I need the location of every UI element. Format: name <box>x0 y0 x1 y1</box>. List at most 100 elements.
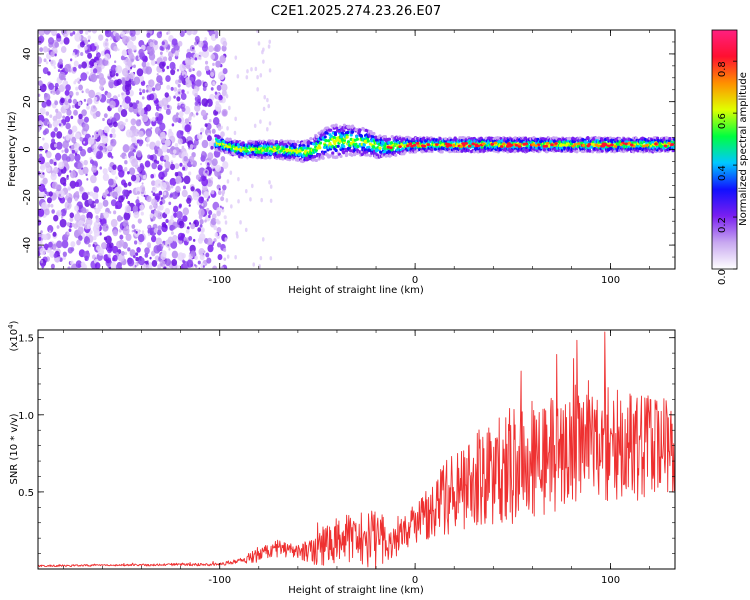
noise-speckle <box>235 231 239 236</box>
band-peak <box>594 143 599 147</box>
noise-speckle <box>196 70 202 77</box>
noise-speckle <box>93 144 97 149</box>
noise-speckle <box>52 115 58 122</box>
noise-speckle <box>127 171 130 175</box>
band-cell <box>427 149 431 153</box>
snr-y-tick-label: 1.0 <box>18 411 34 422</box>
noise-speckle <box>221 189 226 195</box>
noise-speckle <box>116 215 123 222</box>
noise-speckle <box>66 156 71 162</box>
noise-speckle <box>96 245 101 251</box>
noise-speckle <box>83 159 88 166</box>
noise-speckle <box>72 66 77 72</box>
band-cell <box>379 150 383 154</box>
noise-speckle <box>137 234 145 243</box>
noise-speckle <box>207 30 211 33</box>
noise-speckle <box>47 247 51 252</box>
noise-speckle <box>42 177 48 185</box>
band-cell <box>277 145 281 149</box>
noise-speckle <box>38 156 46 165</box>
noise-speckle <box>169 163 176 171</box>
noise-speckle <box>215 218 220 223</box>
noise-speckle <box>163 191 167 196</box>
noise-speckle <box>177 224 180 228</box>
snr-x-tick-label: 0 <box>412 575 418 586</box>
colorbar-ticks: 0.00.20.40.60.8 <box>717 60 737 285</box>
band-cell <box>240 155 244 159</box>
noise-speckle <box>145 104 152 112</box>
noise-speckle <box>89 159 94 165</box>
noise-speckle <box>116 240 123 249</box>
noise-speckle <box>140 211 144 216</box>
noise-speckle <box>259 73 263 78</box>
noise-speckle <box>103 211 110 219</box>
noise-speckle <box>161 243 165 247</box>
noise-speckle <box>168 201 172 206</box>
noise-speckle <box>198 208 205 217</box>
noise-speckle <box>95 217 100 223</box>
noise-speckle <box>237 199 240 204</box>
noise-speckle <box>236 74 240 79</box>
noise-speckle <box>156 229 162 236</box>
noise-speckle <box>201 177 209 187</box>
noise-speckle <box>210 217 217 226</box>
band-peak <box>610 143 614 147</box>
band-cell <box>584 141 588 145</box>
noise-speckle <box>183 155 188 162</box>
noise-speckle <box>56 141 63 150</box>
noise-speckle <box>125 30 130 34</box>
noise-speckle <box>200 162 203 166</box>
noise-speckle <box>123 122 126 126</box>
band-cell <box>323 135 327 139</box>
noise-speckle <box>117 121 125 130</box>
noise-speckle <box>257 41 261 46</box>
noise-speckle <box>174 171 179 177</box>
snr-y-tick-label: 0.5 <box>18 488 34 499</box>
noise-speckle <box>112 133 117 139</box>
noise-speckle <box>226 126 229 131</box>
noise-speckle <box>165 49 169 53</box>
noise-speckle <box>189 155 195 163</box>
noise-speckle <box>126 40 134 50</box>
noise-speckle <box>144 247 150 255</box>
noise-speckle <box>54 53 57 57</box>
noise-speckle <box>136 196 140 200</box>
noise-speckle <box>93 206 96 210</box>
noise-speckle <box>176 96 181 102</box>
noise-speckle <box>182 207 189 216</box>
noise-speckle <box>212 117 220 126</box>
noise-speckle <box>127 258 135 267</box>
noise-speckle <box>179 30 185 37</box>
band-cell <box>336 144 340 148</box>
noise-speckle <box>64 89 70 96</box>
band-peak <box>506 142 511 146</box>
band-cell <box>344 151 349 156</box>
noise-speckle <box>155 140 161 147</box>
noise-speckle <box>79 30 84 35</box>
noise-speckle <box>71 222 75 228</box>
noise-speckle <box>156 148 163 157</box>
noise-speckle <box>81 109 87 117</box>
noise-speckle <box>48 230 52 233</box>
noise-speckle <box>100 212 103 216</box>
band-cell <box>231 149 235 153</box>
noise-speckle <box>164 161 171 169</box>
noise-speckle <box>121 250 125 256</box>
noise-speckle <box>46 197 52 204</box>
noise-speckle <box>214 91 218 95</box>
band-peak <box>624 142 628 146</box>
noise-speckle <box>170 161 174 165</box>
band-cell <box>378 134 382 138</box>
noise-speckle <box>127 181 132 187</box>
noise-speckle <box>60 97 65 104</box>
noise-speckle <box>134 145 138 149</box>
snr-panel: -100 0 100 0.51.01.5 Height of straight li… <box>7 320 676 596</box>
noise-speckle <box>156 73 159 76</box>
colorbar-tick-label: 0.0 <box>717 269 728 285</box>
noise-speckle <box>92 192 99 200</box>
noise-speckle <box>190 186 195 192</box>
noise-speckle <box>199 224 203 228</box>
spectrogram-y-tick-label: -20 <box>22 189 33 205</box>
noise-speckle <box>60 208 67 217</box>
